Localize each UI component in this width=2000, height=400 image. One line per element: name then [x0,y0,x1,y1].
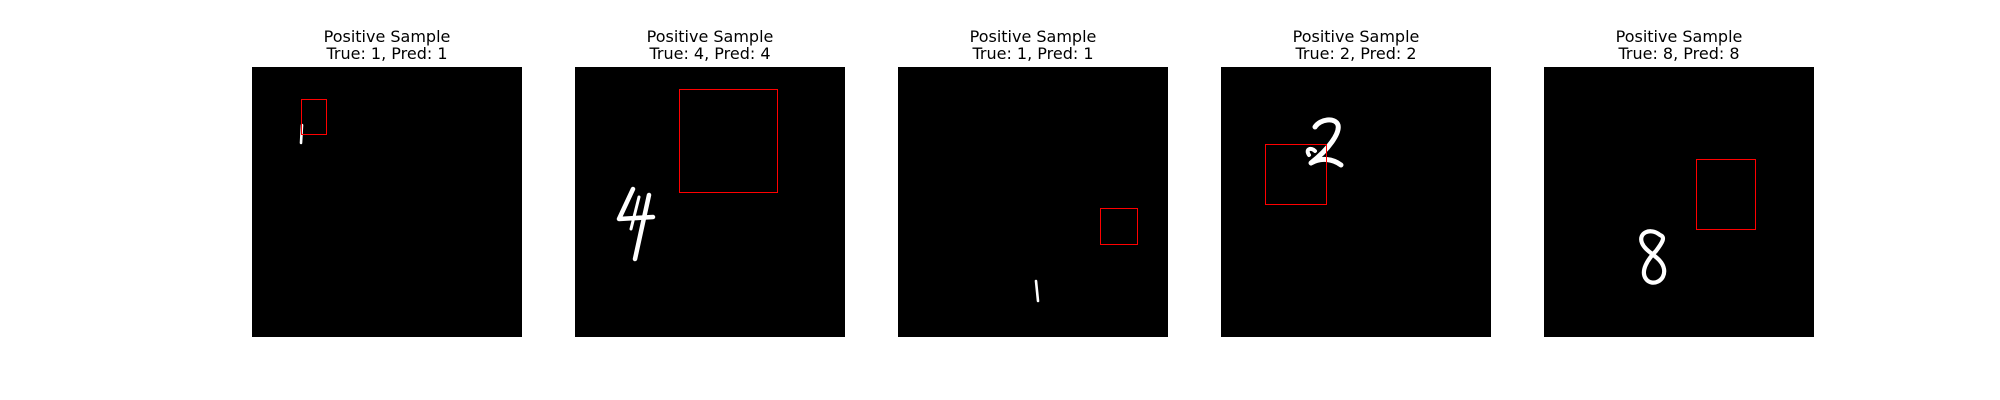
digit-2-icon [1305,117,1344,168]
panel-title-line1: Positive Sample [969,27,1097,46]
predicted-box [1265,144,1327,205]
digit-4-icon [616,186,656,262]
panel-title-line2: True: 4, Pred: 4 [649,44,771,63]
digit-8-icon [1639,229,1667,285]
panel-title-line2: True: 1, Pred: 1 [326,44,448,63]
sample-image [252,67,522,337]
predicted-box [1696,159,1756,230]
predicted-box [679,89,778,193]
sample-image [1221,67,1491,337]
predicted-box [1100,208,1138,245]
panel-title-line2: True: 2, Pred: 2 [1295,44,1417,63]
sample-panel-2: Positive Sample True: 4, Pred: 4 [575,0,845,400]
panel-title-line2: True: 8, Pred: 8 [1618,44,1740,63]
sample-panel-4: Positive Sample True: 2, Pred: 2 [1221,0,1491,400]
panel-title-line2: True: 1, Pred: 1 [972,44,1094,63]
panel-title-line1: Positive Sample [1292,27,1420,46]
sample-panel-3: Positive Sample True: 1, Pred: 1 [898,0,1168,400]
sample-image [575,67,845,337]
panel-title-line1: Positive Sample [646,27,774,46]
sample-image [898,67,1168,337]
sample-panel-5: Positive Sample True: 8, Pred: 8 [1544,0,1814,400]
predicted-box [301,99,327,135]
digit-1-icon [1034,279,1040,303]
sample-image [1544,67,1814,337]
panel-title-line1: Positive Sample [323,27,451,46]
sample-panel-1: Positive Sample True: 1, Pred: 1 [252,0,522,400]
panel-title-line1: Positive Sample [1615,27,1743,46]
digit-1-icon [299,123,304,145]
